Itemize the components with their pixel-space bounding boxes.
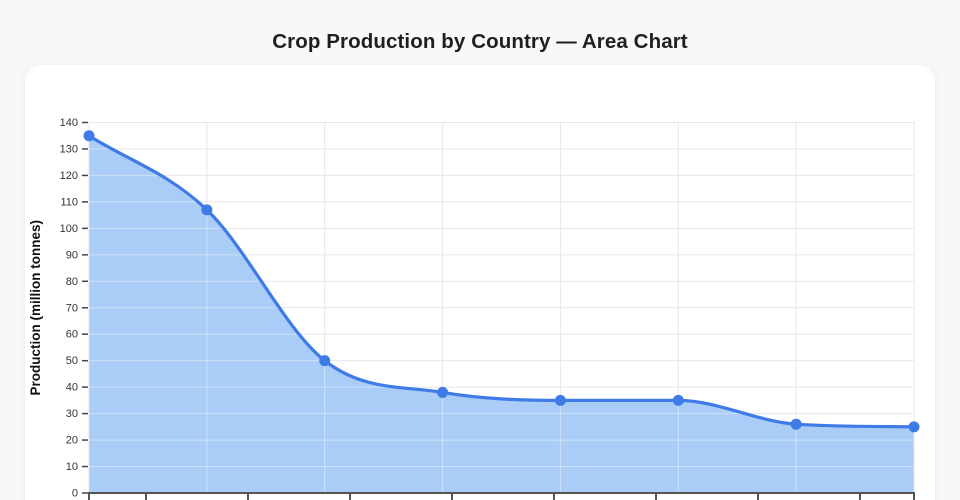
y-axis-tick-label: 50 [66,355,78,367]
area-chart: 0 10 20 30 40 50 60 70 80 90 100 110 120 130 140 Produc… [28,117,920,500]
data-point [908,421,920,433]
data-point [319,355,331,367]
y-axis-tick-label: 60 [66,329,78,341]
area-fill [89,135,914,493]
y-axis-tick-label: 130 [60,143,78,155]
y-axis-tick-label: 90 [66,249,78,261]
y-axis-tick-label: 0 [72,488,78,500]
y-axis-tick-label: 110 [60,196,78,208]
y-axis-tick-label: 30 [66,408,78,420]
trend-line [87,134,916,429]
data-point [83,130,95,142]
data-point [554,394,566,406]
data-point [790,418,802,430]
y-axis-tick-label: 140 [60,117,78,129]
y-axis-tick-label: 100 [60,223,78,235]
y-axis-tick-label: 70 [66,302,78,314]
y-axis-tick-label: 10 [66,461,78,473]
y-axis-tick-label: 20 [66,435,78,447]
chart-card: 0 10 20 30 40 50 60 70 80 90 100 110 120 130 140 Produc… [25,65,935,500]
data-point [672,394,684,406]
y-axis-tick-label: 120 [60,170,78,182]
data-point [437,386,449,398]
y-axis-tick-label: 80 [66,276,78,288]
y-axis-title: Production (million tonnes) [28,220,43,396]
data-point [201,204,213,216]
y-axis-tick-label: 40 [66,382,78,394]
page-title: Crop Production by Country — Area Chart [272,30,688,53]
